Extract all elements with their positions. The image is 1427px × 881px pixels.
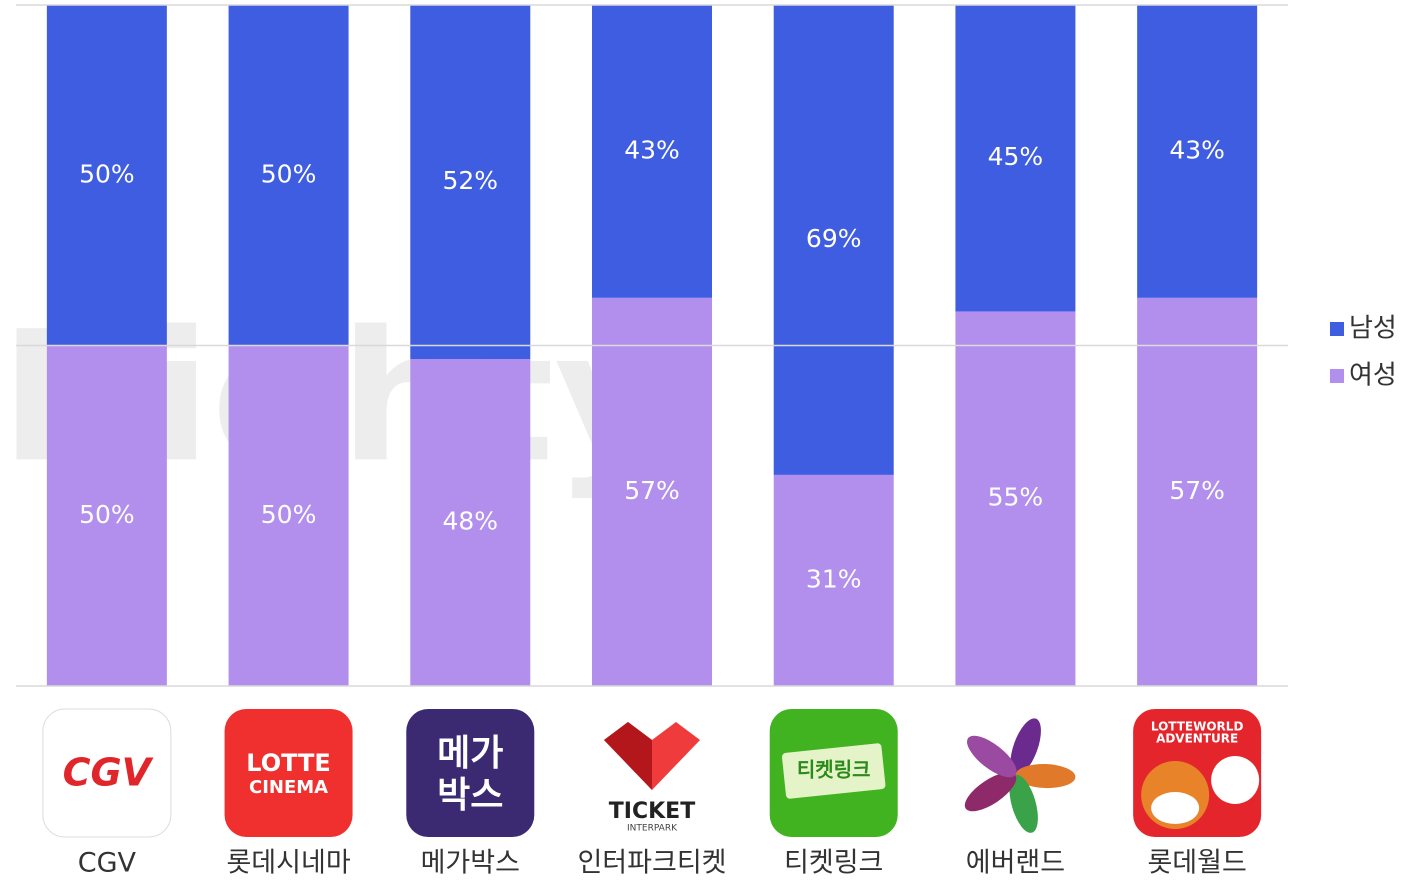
icon-text: ADVENTURE bbox=[1156, 732, 1238, 746]
bar-segment bbox=[592, 5, 712, 298]
bar-segment bbox=[773, 5, 894, 475]
app-icon: CGV bbox=[42, 708, 172, 838]
icon-text: 메가 bbox=[437, 733, 503, 774]
value-label: 45% bbox=[988, 142, 1044, 171]
icon-shape bbox=[967, 735, 1017, 778]
value-label: 55% bbox=[988, 483, 1044, 512]
value-label: 48% bbox=[442, 507, 498, 536]
icon-text: TICKET bbox=[609, 799, 695, 824]
value-label: 50% bbox=[79, 500, 135, 529]
legend-label: 여성 bbox=[1349, 361, 1397, 391]
value-label: 50% bbox=[261, 500, 317, 529]
icon-text: CGV bbox=[63, 751, 154, 795]
bar-segment bbox=[228, 345, 349, 686]
legend-label: 남성 bbox=[1349, 314, 1397, 344]
bar-segment bbox=[1137, 5, 1258, 298]
legend-swatch bbox=[1330, 369, 1344, 383]
bar-segment bbox=[592, 297, 712, 686]
x-tick-label: 티켓링크 bbox=[784, 848, 883, 879]
value-label: 50% bbox=[261, 159, 317, 188]
bar-segment bbox=[410, 5, 531, 360]
icon-background bbox=[224, 709, 353, 837]
x-tick-label: CGV bbox=[78, 848, 137, 879]
icon-background bbox=[406, 709, 535, 837]
value-label: 52% bbox=[442, 166, 498, 195]
value-label: 69% bbox=[806, 224, 862, 253]
value-label: 50% bbox=[79, 159, 135, 188]
icon-shape bbox=[1009, 774, 1038, 833]
app-icon bbox=[951, 709, 1080, 837]
icon-shape bbox=[1151, 792, 1200, 824]
x-tick-label: 에버랜드 bbox=[966, 848, 1065, 879]
bar-segment bbox=[46, 345, 167, 686]
x-tick-label: 인터파크티켓 bbox=[577, 848, 726, 879]
icon-shape bbox=[781, 743, 886, 799]
icon-text: 박스 bbox=[437, 775, 503, 816]
icon-shape bbox=[1211, 756, 1260, 804]
bar-segment bbox=[955, 311, 1076, 686]
bar-segment bbox=[410, 359, 531, 686]
x-tick-label: 롯데월드 bbox=[1147, 848, 1246, 879]
bar-segment bbox=[955, 5, 1076, 312]
icon-background bbox=[42, 708, 172, 838]
icon-text: INTERPARK bbox=[627, 824, 678, 834]
bar-segment bbox=[228, 5, 349, 346]
app-icon: 메가박스 bbox=[406, 709, 535, 837]
icon-text: CINEMA bbox=[249, 777, 328, 798]
bar-segment bbox=[773, 474, 894, 686]
icon-text: 티켓링크 bbox=[797, 758, 871, 782]
icon-text: LOTTEWORLD bbox=[1151, 720, 1244, 734]
value-label: 57% bbox=[1169, 476, 1225, 505]
value-label: 31% bbox=[806, 564, 862, 593]
x-tick-label: 메가박스 bbox=[421, 848, 520, 879]
legend-swatch bbox=[1330, 322, 1344, 336]
icon-text: LOTTE bbox=[246, 749, 331, 777]
x-tick-label: 롯데시네마 bbox=[226, 848, 350, 879]
value-label: 43% bbox=[624, 135, 680, 164]
icon-shape bbox=[604, 722, 652, 790]
app-icon: 티켓링크 bbox=[769, 709, 898, 837]
value-label: 43% bbox=[1169, 135, 1225, 164]
bars bbox=[46, 5, 1258, 686]
bar-segment bbox=[1137, 297, 1258, 686]
bar-segment bbox=[46, 5, 167, 346]
value-label: 57% bbox=[624, 476, 680, 505]
icon-shape bbox=[1010, 718, 1041, 776]
icon-shape bbox=[964, 772, 1017, 812]
icon-shape bbox=[1015, 764, 1076, 789]
